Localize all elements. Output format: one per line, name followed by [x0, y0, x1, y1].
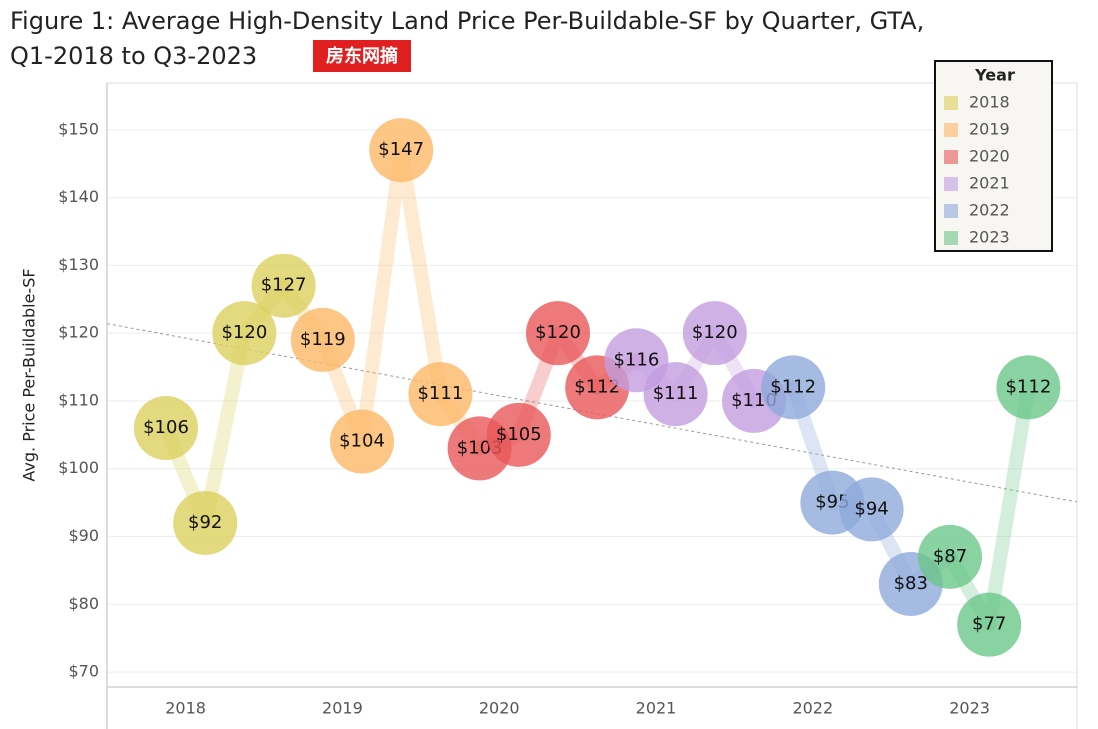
bubble — [918, 524, 982, 589]
bubble — [134, 396, 198, 461]
watermark: 房东网摘 — [326, 45, 398, 67]
data-label: $106 — [143, 417, 189, 438]
legend-swatch — [944, 123, 958, 137]
y-tick-label: $70 — [68, 662, 99, 681]
bubble — [330, 409, 394, 474]
chart-title: Q1-2018 to Q3-2023 — [10, 42, 257, 70]
data-label: $94 — [854, 498, 888, 519]
data-label: $112 — [770, 376, 816, 397]
data-label: $112 — [574, 376, 620, 397]
bubble — [682, 301, 747, 366]
bubble — [290, 307, 355, 372]
x-tick-label: 2023 — [949, 699, 990, 718]
data-label: $92 — [188, 512, 222, 533]
data-label: $83 — [894, 573, 928, 594]
y-tick-label: $130 — [58, 255, 99, 274]
bubble — [486, 402, 551, 467]
legend-swatch — [944, 96, 958, 110]
legend-label: 2020 — [969, 147, 1010, 166]
data-label: $120 — [692, 322, 738, 343]
legend-swatch — [944, 150, 958, 164]
chart-title: Figure 1: Average High-Density Land Pric… — [10, 7, 924, 35]
legend-swatch — [944, 177, 958, 191]
bubble — [839, 477, 904, 542]
y-axis-label: Avg. Price Per-Buildable-SF — [20, 268, 39, 481]
y-tick-label: $80 — [68, 594, 99, 613]
y-tick-label: $140 — [58, 187, 99, 206]
data-label: $127 — [261, 275, 307, 296]
bubble — [526, 301, 590, 366]
y-tick-label: $110 — [58, 390, 99, 409]
bubble — [761, 355, 826, 420]
watermark-badge — [313, 40, 411, 72]
bubble — [643, 362, 708, 427]
data-label: $87 — [933, 546, 967, 567]
y-tick-label: $150 — [58, 119, 99, 138]
y-tick-label: $90 — [68, 526, 99, 545]
bubble — [173, 490, 238, 555]
data-label: $112 — [1005, 376, 1051, 397]
bubble — [369, 118, 434, 183]
data-label: $111 — [417, 383, 463, 404]
x-tick-label: 2022 — [792, 699, 833, 718]
series-line — [315, 143, 448, 449]
series-line — [943, 380, 1036, 632]
data-label: $147 — [378, 139, 424, 160]
legend-label: 2023 — [969, 228, 1010, 247]
data-label: $120 — [535, 322, 581, 343]
y-tick-label: $100 — [58, 458, 99, 477]
legend-swatch — [944, 204, 958, 218]
legend-label: 2022 — [969, 201, 1010, 220]
x-tick-label: 2020 — [479, 699, 520, 718]
x-tick-label: 2021 — [636, 699, 677, 718]
legend-title: Year — [974, 66, 1015, 85]
y-tick-label: $120 — [58, 323, 99, 342]
bubble — [251, 253, 316, 318]
legend-swatch — [944, 231, 958, 245]
legend-label: 2019 — [969, 120, 1010, 139]
legend-label: 2018 — [969, 93, 1010, 112]
data-label: $120 — [221, 322, 267, 343]
data-label: $119 — [300, 329, 346, 350]
data-label: $116 — [613, 349, 659, 370]
bubble — [996, 355, 1061, 420]
data-label: $105 — [496, 424, 542, 445]
x-tick-label: 2018 — [165, 699, 206, 718]
legend-label: 2021 — [969, 174, 1010, 193]
bubble — [957, 592, 1022, 657]
bubble — [212, 301, 277, 366]
data-label: $111 — [653, 383, 699, 404]
x-tick-label: 2019 — [322, 699, 363, 718]
data-label: $77 — [972, 614, 1006, 635]
data-label: $104 — [339, 431, 385, 452]
bubble — [408, 362, 473, 427]
